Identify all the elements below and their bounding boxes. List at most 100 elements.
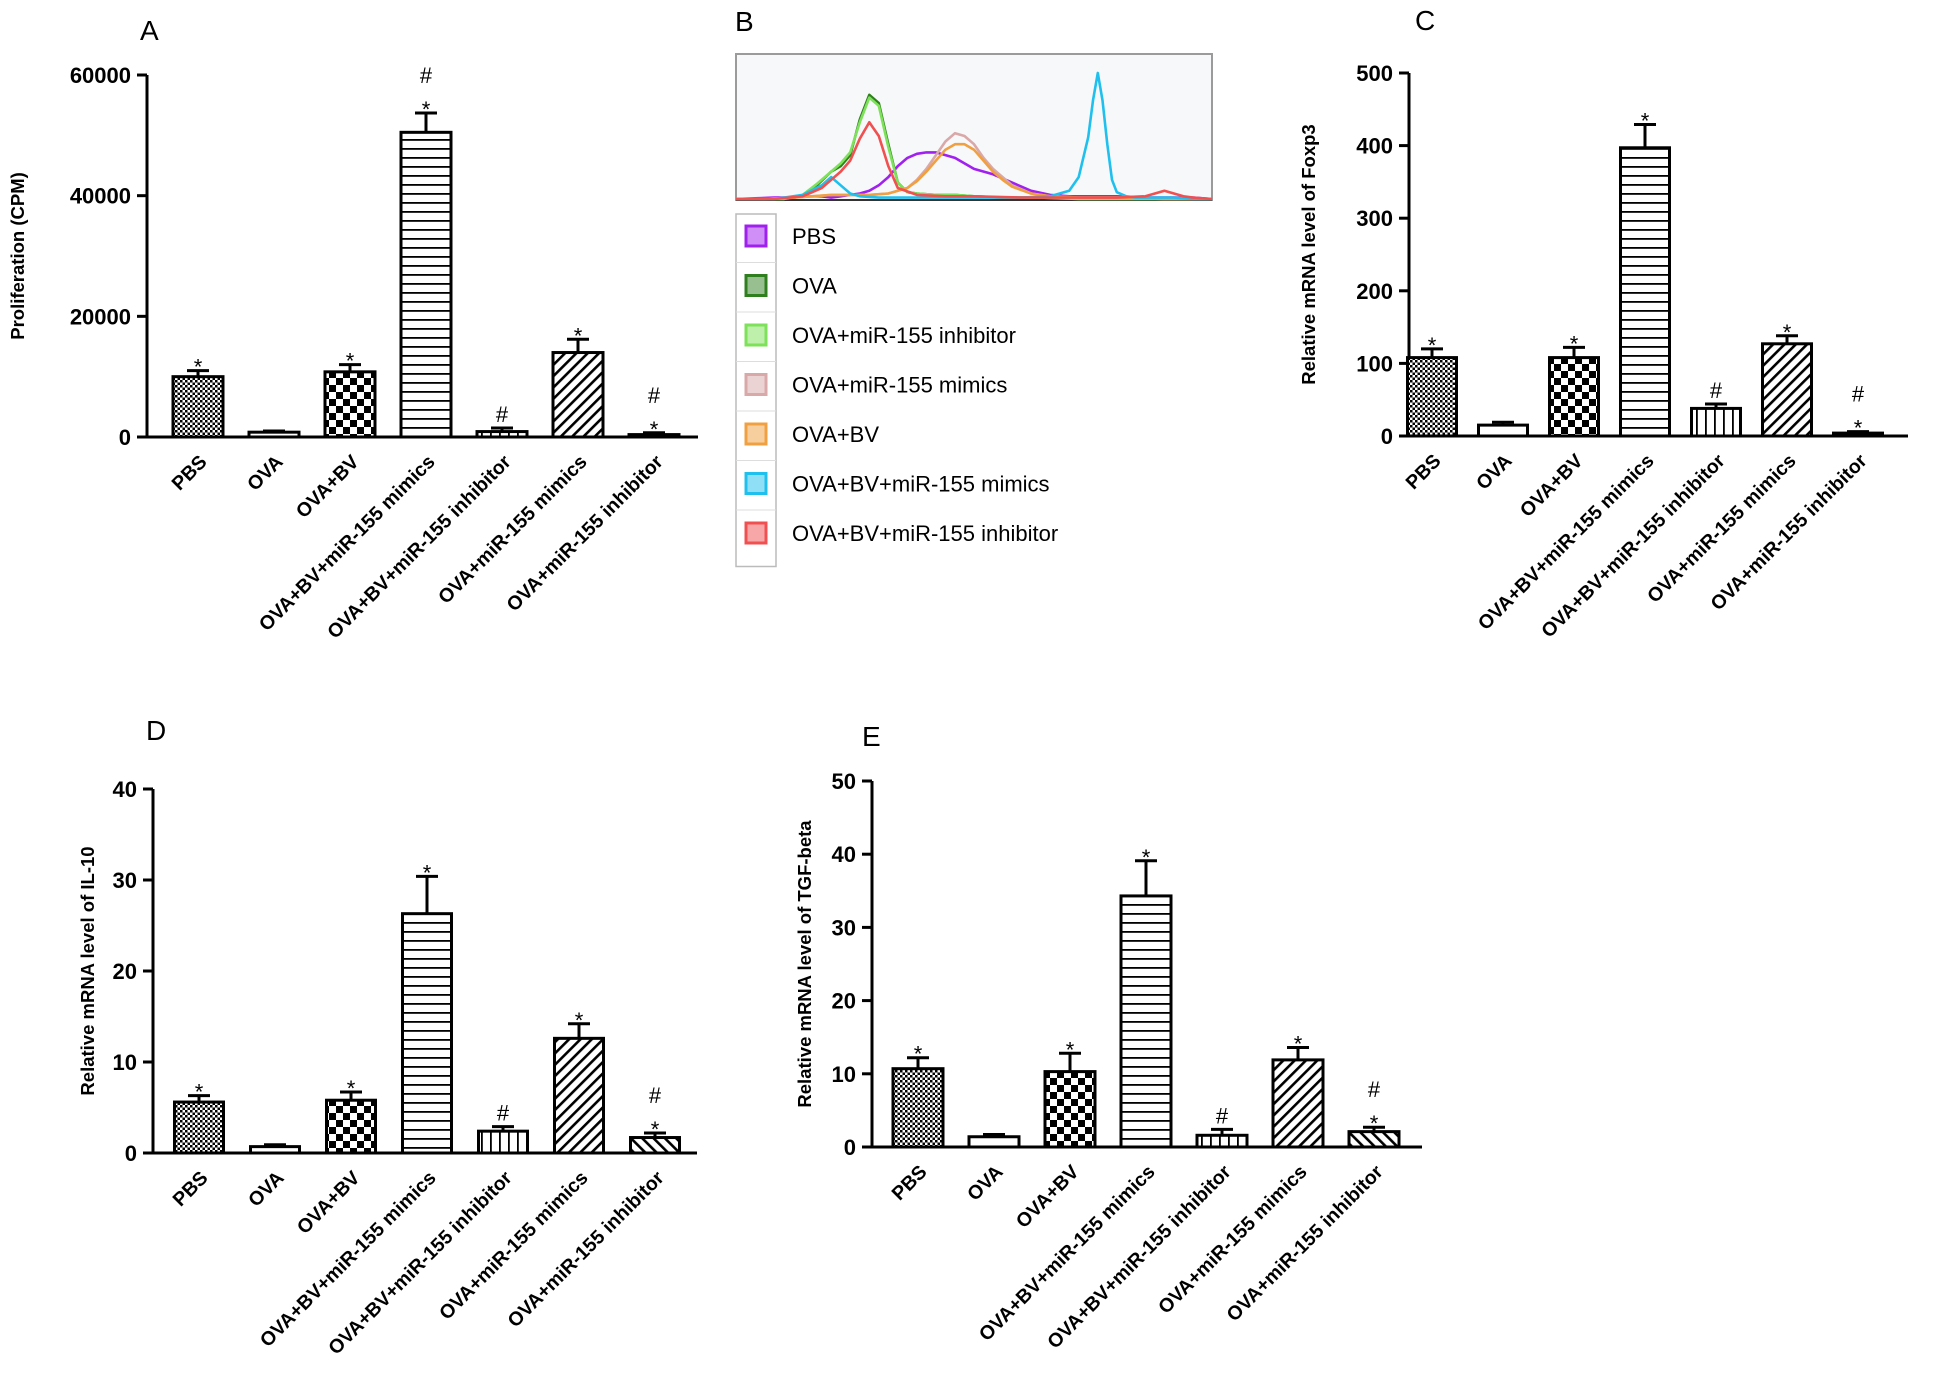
significance-star: * bbox=[1641, 109, 1650, 134]
x-category-label: OVA+BV bbox=[1012, 1161, 1084, 1233]
y-tick-label: 20000 bbox=[70, 304, 131, 329]
bar-ova-bv bbox=[325, 1098, 377, 1155]
bar-ova-bv-mir-155-mimics bbox=[401, 912, 453, 1155]
flow-plot-area bbox=[735, 53, 1213, 201]
bar-ova-mir-155-inhibitor bbox=[627, 433, 681, 439]
x-category-label: PBS bbox=[1402, 450, 1446, 494]
legend-swatch-pbs bbox=[744, 224, 768, 248]
significance-star: * bbox=[422, 97, 431, 122]
y-tick-label: 10 bbox=[113, 1050, 137, 1075]
bar-pbs bbox=[891, 1067, 945, 1149]
bar-ova-bv-mir-155-inhibitor bbox=[1195, 1133, 1249, 1149]
significance-hash: # bbox=[648, 383, 661, 408]
legend-swatch-ova-bv-mir-155-inhibitor bbox=[744, 521, 768, 545]
bar-ova-mir-155-inhibitor bbox=[1347, 1130, 1401, 1149]
y-axis-label: Relative mRNA level of Foxp3 bbox=[1298, 124, 1319, 384]
x-category-label: OVA+miR-155 mimics bbox=[434, 451, 592, 609]
y-tick-label: 100 bbox=[1356, 351, 1393, 376]
y-tick-label: 20 bbox=[832, 989, 856, 1014]
bar-ova-bv-mir-155-inhibitor bbox=[477, 1129, 529, 1155]
significance-star: * bbox=[346, 349, 355, 374]
y-axis-label: Relative mRNA level of TGF-beta bbox=[794, 820, 815, 1108]
x-category-label: OVA+BV bbox=[293, 1167, 365, 1239]
x-category-label: OVA bbox=[1472, 450, 1516, 494]
legend-label-pbs: PBS bbox=[792, 224, 836, 249]
bar-ova bbox=[1477, 423, 1529, 438]
x-category-label: PBS bbox=[888, 1161, 932, 1205]
x-category-label: PBS bbox=[168, 451, 212, 495]
significance-star: * bbox=[575, 1008, 584, 1033]
legend-label-ova: OVA bbox=[792, 274, 837, 299]
panel-letter-d: D bbox=[146, 715, 166, 746]
significance-star: * bbox=[1370, 1111, 1379, 1136]
y-tick-label: 60000 bbox=[70, 63, 131, 88]
legend-swatch-ova-bv-mir-155-mimics bbox=[744, 472, 768, 495]
y-tick-label: 400 bbox=[1356, 134, 1393, 159]
bar-ova bbox=[247, 430, 301, 439]
bar-ova-mir-155-mimics bbox=[551, 351, 605, 439]
significance-hash: # bbox=[649, 1083, 662, 1108]
legend-label-ova-bv: OVA+BV bbox=[792, 422, 879, 447]
significance-star: * bbox=[194, 355, 203, 380]
panel-letter-b: B bbox=[735, 6, 754, 37]
significance-star: * bbox=[347, 1076, 356, 1101]
bar-ova-bv bbox=[1548, 356, 1600, 438]
bar-ova-bv-mir-155-mimics bbox=[1119, 894, 1173, 1149]
significance-hash: # bbox=[420, 63, 433, 88]
panel-e-chart: E 0 10 20 30 40 50 Relative mRNA level of TGF-b… bbox=[794, 721, 1422, 1353]
bar-ova-bv-mir-155-inhibitor bbox=[475, 430, 529, 439]
x-category-label: PBS bbox=[169, 1167, 213, 1211]
significance-star: * bbox=[1854, 416, 1863, 441]
panel-letter-c: C bbox=[1415, 5, 1435, 36]
significance-hash: # bbox=[1852, 382, 1865, 407]
bar-ova-bv-mir-155-mimics bbox=[399, 130, 453, 439]
bar-ova bbox=[249, 1145, 301, 1155]
legend-label-ova-bv-mir-155-inhibitor: OVA+BV+miR-155 inhibitor bbox=[792, 521, 1058, 546]
significance-star: * bbox=[1570, 331, 1579, 356]
bar-ova-mir-155-inhibitor bbox=[1832, 431, 1884, 438]
x-category-label: OVA bbox=[963, 1161, 1007, 1205]
legend-swatch-ova-mir-155-mimics bbox=[744, 373, 768, 396]
y-tick-label: 0 bbox=[1381, 424, 1393, 449]
bar-pbs bbox=[173, 1100, 225, 1155]
significance-star: * bbox=[195, 1080, 204, 1105]
y-tick-label: 50 bbox=[832, 769, 856, 794]
y-tick-label: 500 bbox=[1356, 61, 1393, 86]
significance-hash: # bbox=[1216, 1103, 1229, 1128]
y-tick-label: 300 bbox=[1356, 206, 1393, 231]
y-tick-label: 30 bbox=[113, 868, 137, 893]
significance-hash: # bbox=[497, 1101, 510, 1126]
bar-ova-bv-mir-155-mimics bbox=[1619, 146, 1671, 438]
y-tick-label: 0 bbox=[125, 1141, 137, 1166]
significance-star: * bbox=[914, 1042, 923, 1067]
significance-star: * bbox=[574, 323, 583, 348]
significance-star: * bbox=[1428, 333, 1437, 358]
legend-swatch-ova-bv bbox=[744, 422, 768, 446]
bar-ova-bv bbox=[1043, 1070, 1097, 1149]
x-category-label: OVA+miR-155 inhibitor bbox=[503, 1167, 668, 1332]
y-tick-label: 200 bbox=[1356, 279, 1393, 304]
flow-curve-ova-bv-mir-155-inhibitor bbox=[736, 121, 1213, 201]
bar-ova-mir-155-mimics bbox=[553, 1036, 605, 1155]
legend-swatch-ova bbox=[744, 274, 768, 297]
y-axis-label: Proliferation (CPM) bbox=[7, 172, 28, 340]
significance-hash: # bbox=[496, 402, 509, 427]
legend-label-ova-mir-155-mimics: OVA+miR-155 mimics bbox=[792, 373, 1007, 398]
panel-letter-e: E bbox=[862, 721, 881, 752]
bar-ova-bv-mir-155-inhibitor bbox=[1690, 406, 1742, 438]
significance-star: * bbox=[650, 417, 659, 442]
significance-star: * bbox=[651, 1117, 660, 1142]
significance-hash: # bbox=[1368, 1077, 1381, 1102]
significance-star: * bbox=[1294, 1031, 1303, 1056]
legend-label-ova-mir-155-inhibitor: OVA+miR-155 inhibitor bbox=[792, 323, 1016, 348]
legend-label-ova-bv-mir-155-mimics: OVA+BV+miR-155 mimics bbox=[792, 472, 1050, 497]
x-category-label: OVA+BV bbox=[1516, 450, 1588, 522]
panel-d-chart: D 0 10 20 30 40 Relative mRNA level of IL-10 * P… bbox=[77, 715, 697, 1359]
y-tick-label: 30 bbox=[832, 915, 856, 940]
y-tick-label: 40 bbox=[113, 777, 137, 802]
x-category-label: OVA+miR-155 inhibitor bbox=[502, 451, 667, 616]
significance-star: * bbox=[1066, 1037, 1075, 1062]
y-tick-label: 20 bbox=[113, 959, 137, 984]
y-tick-label: 40 bbox=[832, 842, 856, 867]
panel-c-chart: C 0 100 200 300 400 500 Relative mRNA level of … bbox=[1298, 5, 1908, 642]
